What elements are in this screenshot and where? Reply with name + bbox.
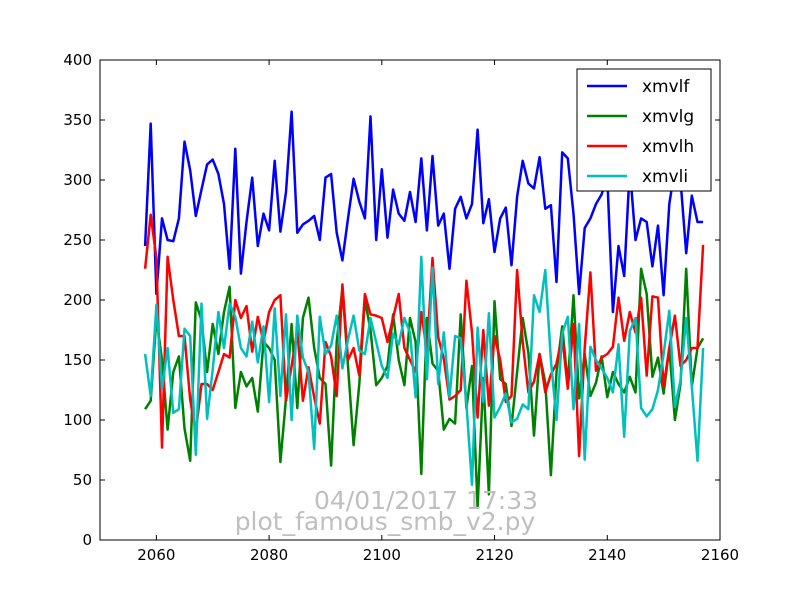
x-tick-label: 2140 bbox=[588, 546, 626, 564]
legend: xmvlf xmvlg xmvlh xmvli bbox=[576, 68, 712, 192]
x-tick-label: 2080 bbox=[250, 546, 288, 564]
y-tick-label: 350 bbox=[63, 111, 92, 129]
legend-box bbox=[576, 68, 712, 192]
y-tick-label: 250 bbox=[63, 231, 92, 249]
series-line-xmvlf bbox=[143, 110, 704, 314]
legend-label-xmvlg: xmvlg bbox=[642, 107, 694, 127]
axes-frame bbox=[99, 59, 721, 541]
legend-label-xmvli: xmvli bbox=[642, 167, 688, 187]
y-tick-label: 200 bbox=[63, 291, 92, 309]
y-tick-label: 150 bbox=[63, 351, 92, 369]
x-tick-label: 2100 bbox=[363, 546, 401, 564]
x-tick-label: 2060 bbox=[137, 546, 175, 564]
watermark-script: plot_famous_smb_v2.py bbox=[235, 507, 536, 536]
legend-label-xmvlf: xmvlf bbox=[642, 77, 690, 97]
series-line-xmvli bbox=[143, 255, 705, 487]
y-tick-label: 0 bbox=[82, 531, 92, 549]
x-tick-label: 2160 bbox=[701, 546, 739, 564]
watermark-date: 04/01/2017 17:33 bbox=[314, 486, 538, 515]
ticks-layer: 2060 2080 2100 2120 2140 2160 0 50 100 150 200 250 3… bbox=[63, 51, 739, 564]
x-tick-label: 2120 bbox=[475, 546, 513, 564]
y-tick-label: 100 bbox=[63, 411, 92, 429]
y-tick-label: 300 bbox=[63, 171, 92, 189]
y-tick-label: 50 bbox=[73, 471, 92, 489]
series-layer bbox=[143, 110, 705, 509]
legend-label-xmvlh: xmvlh bbox=[642, 137, 694, 157]
y-tick-label: 400 bbox=[63, 51, 92, 69]
